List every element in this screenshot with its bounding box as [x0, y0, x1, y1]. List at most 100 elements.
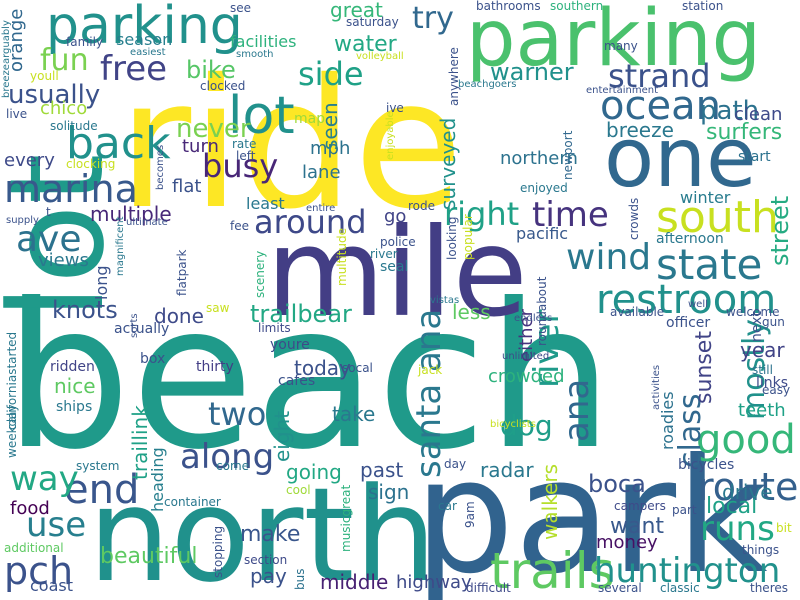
word: turn: [182, 136, 219, 157]
word: saw: [206, 301, 230, 315]
word: enjoyable: [385, 111, 396, 160]
word: pch: [4, 549, 74, 593]
word: ocean: [600, 83, 721, 129]
word: see: [230, 1, 252, 15]
word: water: [334, 32, 397, 57]
word: huntington: [594, 551, 781, 591]
word: map: [294, 111, 326, 127]
word: crowds: [627, 197, 641, 240]
word: beach: [4, 261, 614, 494]
word: take: [332, 402, 376, 426]
word: many: [604, 39, 638, 53]
word: afternoon: [656, 231, 724, 247]
word: route: [698, 465, 799, 509]
word: pay: [250, 564, 287, 588]
word: river: [370, 247, 398, 261]
word: container: [164, 495, 221, 509]
word: use: [26, 505, 87, 545]
word: food: [10, 498, 50, 519]
word: walkers: [538, 464, 562, 540]
word: two: [208, 395, 267, 433]
word: smooth: [236, 49, 274, 60]
word: thirty: [196, 359, 234, 375]
word: links: [756, 375, 789, 391]
word: ave: [16, 219, 82, 260]
word: newport: [561, 130, 575, 180]
word: roundabout: [535, 276, 549, 346]
word: seal: [380, 259, 409, 275]
word: musicgreat: [339, 484, 353, 552]
word: difficult: [466, 581, 511, 595]
word: highway: [396, 572, 472, 593]
word: ridden: [50, 359, 95, 375]
word: ive: [386, 101, 404, 115]
word: southern: [550, 0, 604, 13]
word: looking: [445, 216, 459, 260]
word: volleyball: [356, 51, 404, 62]
word: multiple: [90, 202, 172, 226]
word: least: [246, 194, 285, 213]
word: part: [672, 503, 697, 517]
word: breeze: [606, 118, 674, 142]
word: dog: [500, 409, 553, 442]
word: never: [176, 114, 251, 144]
word: 9am: [463, 501, 477, 528]
word: box: [140, 351, 166, 367]
word: ride: [118, 41, 464, 248]
word: entertainment: [586, 85, 658, 96]
word: along: [180, 437, 275, 477]
word: past: [360, 458, 404, 482]
word: theres: [750, 581, 788, 595]
word: make: [240, 522, 301, 547]
word: trailbear: [250, 300, 352, 328]
word: t: [46, 205, 51, 219]
word: fee: [230, 219, 249, 233]
word: stopping: [211, 525, 225, 578]
word: police: [380, 235, 416, 249]
word: sign: [368, 480, 410, 504]
word: surveyed: [436, 117, 460, 210]
word: year: [740, 338, 785, 362]
word: limits: [258, 321, 291, 335]
word: campers: [614, 499, 666, 513]
word: lane: [302, 162, 341, 183]
word: bicyclists: [490, 419, 536, 430]
word: going: [286, 460, 342, 484]
word: parking: [46, 0, 243, 56]
word: sorts: [129, 313, 140, 338]
word: saturday: [346, 15, 399, 29]
word: chico: [40, 98, 88, 119]
word: beautiful: [100, 544, 198, 569]
word: eight: [270, 410, 294, 462]
word: runs: [700, 509, 775, 549]
word: breezearguably: [1, 20, 12, 98]
word: rode: [408, 199, 436, 213]
word: drive: [722, 480, 773, 504]
word: day: [444, 457, 467, 471]
word: still: [752, 363, 773, 377]
word: trails: [490, 542, 615, 600]
word: mph: [310, 138, 351, 159]
word: street: [766, 195, 794, 266]
word: sunset: [692, 331, 717, 404]
word: flat: [172, 176, 202, 197]
word: today: [294, 356, 351, 380]
word: becomes: [155, 144, 166, 190]
word: money: [596, 532, 658, 553]
word: popular: [461, 214, 475, 260]
word: multitude: [335, 228, 349, 286]
word: knots: [52, 296, 118, 324]
word: radar: [480, 458, 534, 482]
word: right: [444, 195, 520, 233]
word: winter: [680, 188, 731, 207]
word: clean: [734, 104, 783, 125]
word: officer: [666, 315, 711, 331]
word: try: [412, 1, 454, 36]
word: anywhere: [447, 47, 461, 106]
word: enjoyed: [520, 181, 568, 195]
word: season: [116, 30, 173, 49]
word: supply: [6, 215, 39, 226]
word: restroom: [596, 277, 777, 323]
word: marina: [4, 167, 138, 211]
word: car: [438, 499, 457, 513]
